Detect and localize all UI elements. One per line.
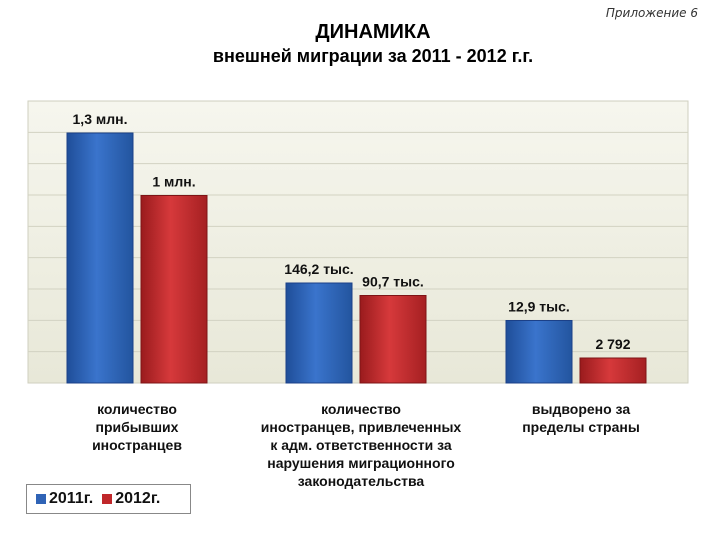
legend-item-2011: 2011г. — [36, 490, 93, 508]
data-label-2012-cat3: 2 792 — [595, 336, 630, 352]
bar-2011-cat3 — [505, 320, 573, 384]
category-label-line: пределы страны — [522, 419, 640, 435]
bar-2012-cat1 — [140, 195, 208, 384]
category-label-line: иностранцев, привлеченных — [260, 419, 462, 435]
category-label-line: к адм. ответственности за — [270, 437, 452, 453]
bars-group — [66, 132, 647, 384]
data-labels-group: 1,3 млн. 146,2 тыс. 12,9 тыс. 1 млн. 90,7 ты… — [73, 111, 631, 352]
bar-2012-cat2 — [359, 295, 427, 384]
legend-swatch-2012 — [102, 494, 113, 504]
bar-2012-cat3 — [579, 357, 647, 384]
data-label-2011-cat2: 146,2 тыс. — [284, 261, 353, 277]
gridlines — [28, 131, 688, 353]
category-label-1: количество прибывших иностранцев — [62, 400, 212, 454]
category-label-line: прибывших — [95, 419, 179, 435]
title-line-1: ДИНАМИКА — [315, 21, 431, 43]
category-label-line: количество — [97, 401, 177, 417]
data-label-2011-cat3: 12,9 тыс. — [508, 299, 570, 315]
bar-2011-cat1 — [66, 132, 134, 384]
category-label-line: количество — [321, 401, 401, 417]
data-label-2012-cat2: 90,7 тыс. — [362, 274, 424, 290]
appendix-label: Приложение 6 — [605, 6, 698, 20]
legend-label-2011: 2011г. — [49, 490, 94, 507]
legend: 2011г. 2012г. — [26, 484, 191, 514]
category-label-2: количество иностранцев, привлеченных к адм… — [236, 400, 486, 490]
category-label-line: выдворено за — [531, 401, 631, 417]
data-label-2012-cat1: 1 млн. — [152, 174, 195, 190]
category-label-line: законодательства — [297, 473, 425, 489]
category-label-line: иностранцев — [92, 437, 182, 453]
plot-area — [27, 100, 689, 384]
bar-2011-cat2 — [285, 282, 353, 384]
page-title: ДИНАМИКА внешней миграции за 2011 - 2012… — [0, 20, 720, 68]
title-line-2: внешней миграции за 2011 - 2012 г.г. — [212, 46, 534, 66]
category-label-3: выдворено за пределы страны — [496, 400, 666, 436]
data-label-2011-cat1: 1,3 млн. — [73, 111, 128, 127]
legend-swatch-2011 — [36, 494, 46, 504]
bar-chart: 1,3 млн. 146,2 тыс. 12,9 тыс. 1 млн. 90,7 ты… — [27, 100, 689, 384]
legend-item-2012: 2012г. — [102, 490, 160, 508]
category-label-line: нарушения миграционного — [267, 455, 455, 471]
legend-label-2012: 2012г. — [115, 490, 161, 507]
